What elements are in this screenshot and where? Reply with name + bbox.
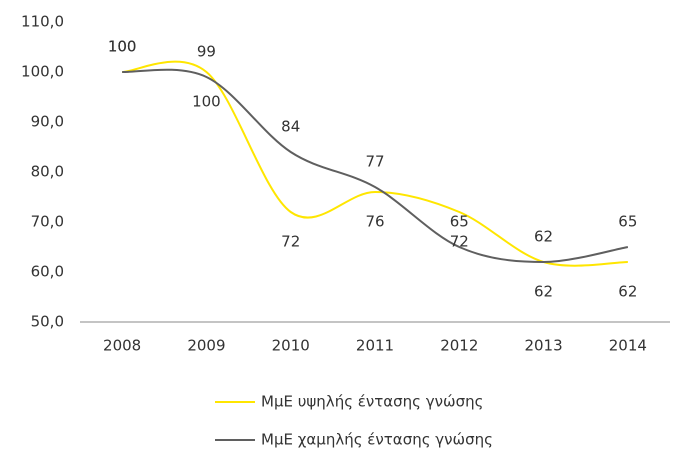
y-tick-label: 110,0 [21, 13, 64, 31]
data-label: 62 [534, 283, 553, 301]
data-label: 65 [618, 213, 637, 231]
data-label: 62 [534, 228, 553, 246]
y-tick-label: 100,0 [21, 63, 64, 81]
data-label: 77 [365, 153, 384, 171]
data-label: 99 [197, 43, 216, 61]
series-line [122, 68, 629, 264]
x-tick-label: 2014 [609, 337, 647, 355]
data-label: 62 [618, 283, 637, 301]
y-tick-label: 60,0 [31, 263, 64, 281]
x-tick-label: 2012 [440, 337, 478, 355]
y-tick-label: 80,0 [31, 163, 64, 181]
x-tick-label: 2010 [272, 337, 310, 355]
data-label: 76 [365, 213, 384, 231]
data-label: 100 [192, 93, 221, 111]
x-tick-label: 2008 [103, 337, 141, 355]
data-label: 72 [450, 233, 469, 251]
data-label: 100 [108, 38, 137, 56]
data-label: 65 [450, 213, 469, 231]
legend-label: ΜμΕ χαμηλής έντασης γνώσης [261, 431, 493, 449]
x-tick-label: 2013 [524, 337, 562, 355]
x-tick-label: 2009 [187, 337, 225, 355]
data-label: 84 [281, 118, 300, 136]
legend-label: ΜμΕ υψηλής έντασης γνώσης [261, 393, 483, 411]
y-tick-label: 50,0 [31, 313, 64, 331]
y-tick-label: 70,0 [31, 213, 64, 231]
data-label: 100 [108, 38, 137, 56]
data-label: 72 [281, 233, 300, 251]
x-tick-label: 2011 [356, 337, 394, 355]
y-tick-label: 90,0 [31, 113, 64, 131]
